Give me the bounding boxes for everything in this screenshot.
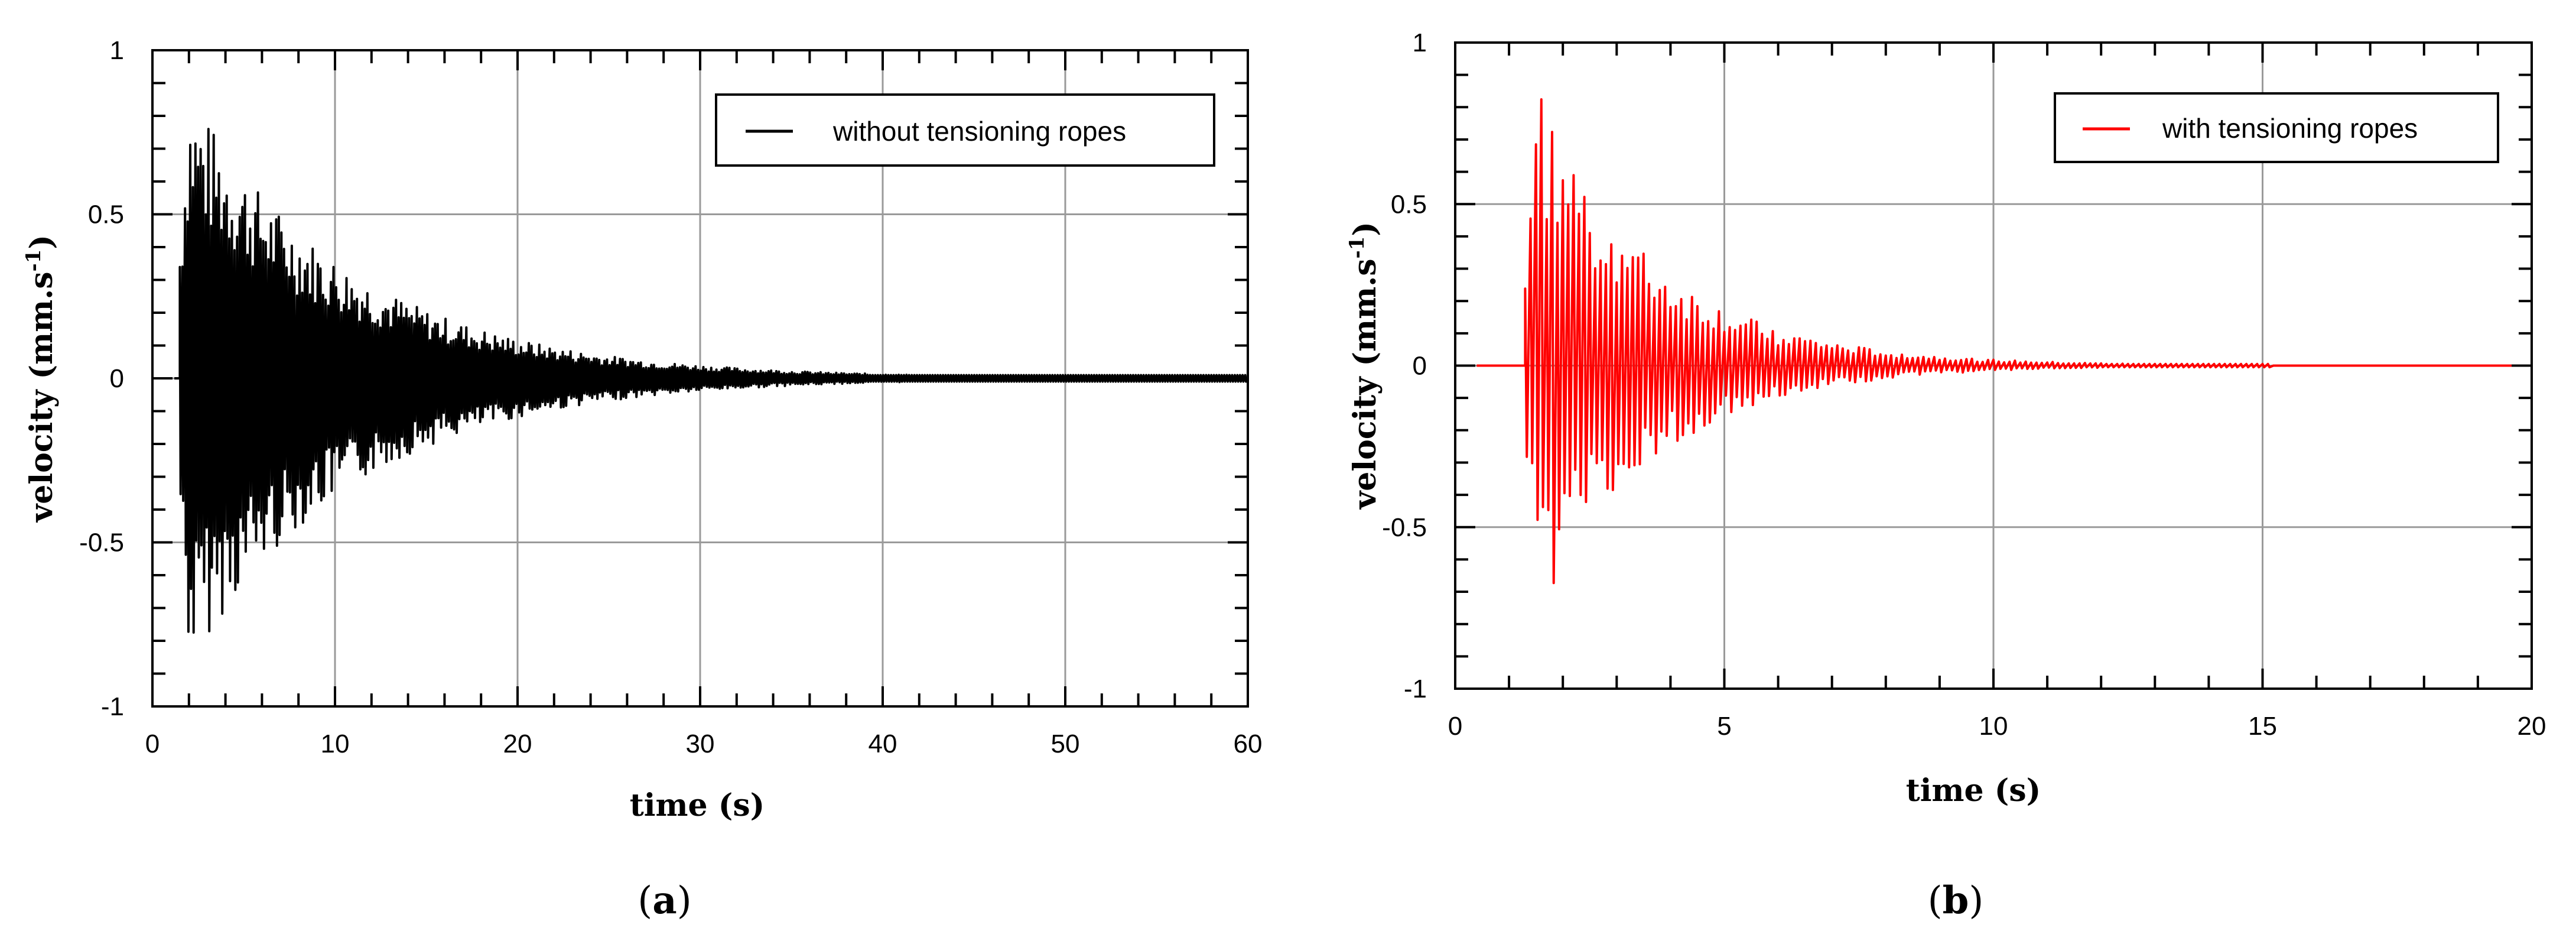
x-tick-label: 10 [1979,712,2008,741]
y-axis-title-b-main: velocity (mm.s [1347,258,1383,510]
caption-b-open: ( [1928,879,1943,923]
y-axis-title-a-superscript: -1 [22,249,45,272]
y-tick-label: 1 [1413,28,1427,57]
x-tick-label: 10 [321,729,350,758]
y-tick-label: 1 [110,36,124,65]
legend-label-b: with tensioning ropes [2162,113,2418,144]
x-tick-label: 15 [2248,712,2277,741]
plot-area-a: 0 10 20 30 40 50 60 1 0.5 0 -0.5 -1 [79,36,1262,758]
chart-panel-b: 0 5 10 15 20 1 0.5 0 -0.5 -1 time (s) velocity (m… [1345,28,2546,923]
y-axis-title-b-tail: ) [1347,222,1383,236]
x-axis-title-b: time (s) [1906,773,2041,809]
y-axis-title-b: velocity (mm.s-1) [1345,222,1383,510]
caption-b-close: ) [1969,879,1983,923]
x-tick-label: 40 [869,729,897,758]
y-axis-title-a-tail: ) [24,235,60,249]
caption-a-letter: a [652,878,676,923]
y-axis-title-a: velocity (mm.s-1) [22,235,60,523]
x-tick-label: 60 [1234,729,1263,758]
y-tick-label: -0.5 [79,528,124,557]
x-tick-label: 5 [1717,712,1731,741]
series-line-b [1476,98,2532,585]
x-tick-label: 20 [2518,712,2546,741]
y-tick-label: -1 [101,692,124,721]
y-tick-label: 0 [1413,352,1427,381]
legend-a: without tensioning ropes [715,93,1215,167]
y-tick-label: -1 [1404,674,1427,703]
x-axis-title-a: time (s) [630,787,765,823]
x-tick-label: 0 [145,729,160,758]
legend-label-a: without tensioning ropes [832,116,1126,147]
series-line-a [174,128,1249,634]
plot-area-b: 0 5 10 15 20 1 0.5 0 -0.5 -1 [1382,28,2546,741]
y-axis-title-b-superscript: -1 [1345,236,1369,259]
y-tick-label: 0.5 [1391,190,1427,219]
y-tick-label: 0.5 [88,200,124,229]
legend-b: with tensioning ropes [2054,92,2499,163]
y-axis-title-a-main: velocity (mm.s [24,271,60,523]
caption-b: (b) [1928,878,1984,923]
caption-b-letter: b [1943,878,1969,923]
caption-a: (a) [638,878,691,923]
x-tick-label: 20 [503,729,532,758]
caption-a-close: ) [677,879,692,923]
caption-a-open: ( [638,879,652,923]
x-tick-label: 30 [686,729,715,758]
y-tick-label: 0 [110,364,124,393]
chart-panel-a: 0 10 20 30 40 50 60 1 0.5 0 -0.5 -1 time (s) veloci… [22,36,1262,923]
legend-box-a [715,93,1215,167]
y-tick-label: -0.5 [1382,513,1427,542]
x-tick-label: 0 [1448,712,1462,741]
x-tick-label: 50 [1051,729,1080,758]
